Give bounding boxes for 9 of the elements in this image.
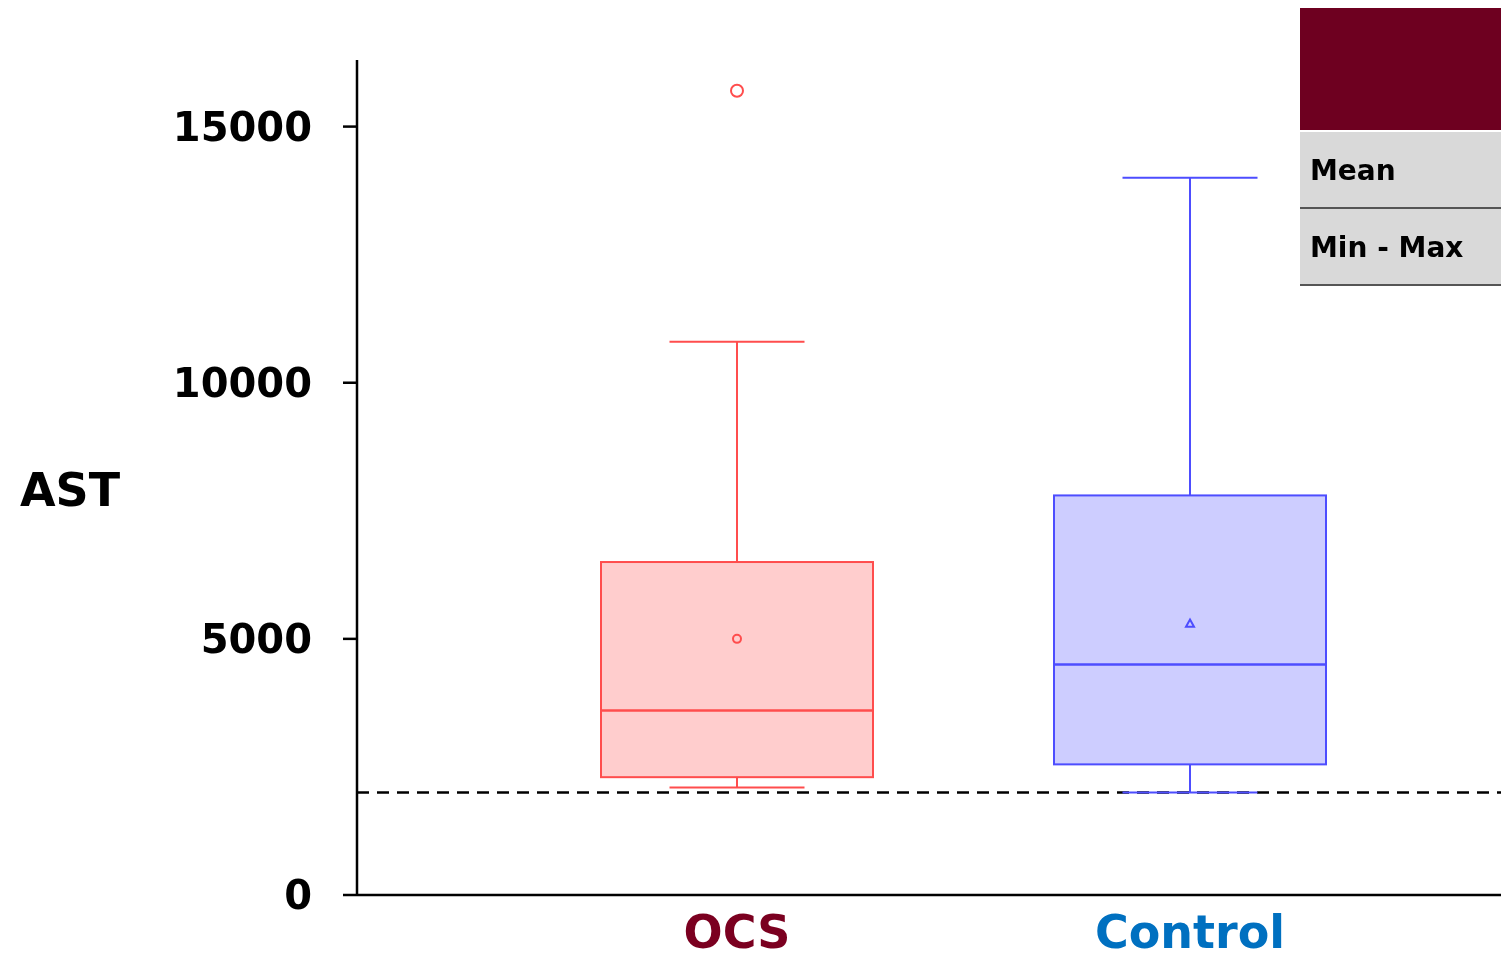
x-tick-label: Control [1094, 905, 1286, 959]
y-tick-label: 0 [284, 872, 312, 918]
y-axis-title: AST [20, 463, 121, 518]
annotation: Mean [1310, 153, 1396, 187]
x-tick-label: OCS [683, 905, 791, 959]
y-tick-label: 5000 [200, 615, 312, 662]
annotation: Min - Max [1310, 230, 1464, 264]
y-tick-label: 15000 [172, 103, 312, 150]
y-tick-label: 10000 [172, 359, 312, 406]
